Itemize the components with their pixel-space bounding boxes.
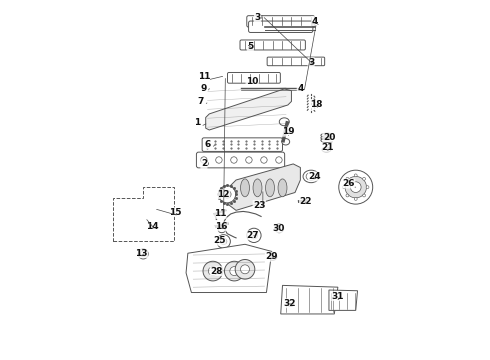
- Ellipse shape: [282, 139, 290, 145]
- Ellipse shape: [253, 179, 262, 197]
- Text: 31: 31: [332, 292, 344, 301]
- FancyBboxPatch shape: [240, 40, 305, 50]
- Ellipse shape: [270, 255, 275, 258]
- Ellipse shape: [218, 227, 225, 233]
- Ellipse shape: [241, 179, 249, 197]
- Ellipse shape: [261, 157, 267, 163]
- Ellipse shape: [346, 177, 349, 180]
- Text: 5: 5: [247, 41, 253, 50]
- Text: 3: 3: [308, 58, 314, 67]
- Text: 23: 23: [253, 201, 266, 210]
- Polygon shape: [229, 164, 300, 210]
- Text: 25: 25: [214, 236, 226, 245]
- Ellipse shape: [345, 176, 367, 198]
- FancyBboxPatch shape: [227, 72, 280, 83]
- Ellipse shape: [366, 186, 369, 189]
- Text: 19: 19: [282, 127, 294, 136]
- Text: 27: 27: [246, 231, 258, 240]
- Polygon shape: [138, 194, 163, 221]
- Text: 7: 7: [197, 97, 203, 106]
- Ellipse shape: [241, 265, 249, 274]
- Polygon shape: [206, 89, 292, 130]
- Ellipse shape: [322, 147, 331, 152]
- Ellipse shape: [219, 186, 236, 203]
- Text: 13: 13: [135, 249, 147, 258]
- FancyBboxPatch shape: [248, 21, 313, 32]
- Ellipse shape: [231, 157, 237, 163]
- Ellipse shape: [203, 261, 222, 281]
- Text: 28: 28: [210, 267, 222, 276]
- Ellipse shape: [217, 235, 230, 248]
- Ellipse shape: [224, 261, 244, 281]
- Ellipse shape: [220, 238, 227, 245]
- Text: 18: 18: [310, 100, 323, 109]
- Text: 15: 15: [169, 208, 182, 217]
- FancyBboxPatch shape: [247, 16, 315, 27]
- Ellipse shape: [306, 172, 316, 180]
- Polygon shape: [113, 187, 173, 241]
- Ellipse shape: [140, 251, 146, 257]
- Text: 26: 26: [343, 179, 355, 188]
- FancyBboxPatch shape: [202, 138, 283, 152]
- Polygon shape: [329, 290, 358, 310]
- Ellipse shape: [245, 157, 252, 163]
- Text: 21: 21: [321, 143, 333, 152]
- Ellipse shape: [266, 179, 274, 197]
- Text: 14: 14: [146, 222, 158, 231]
- Polygon shape: [186, 244, 272, 293]
- Text: 24: 24: [308, 172, 321, 181]
- Text: 3: 3: [254, 13, 261, 22]
- Ellipse shape: [354, 198, 357, 201]
- Polygon shape: [281, 285, 338, 314]
- Ellipse shape: [230, 267, 239, 275]
- Text: 6: 6: [204, 140, 211, 149]
- Text: 29: 29: [266, 252, 278, 261]
- FancyBboxPatch shape: [267, 57, 325, 66]
- Ellipse shape: [303, 170, 319, 183]
- Ellipse shape: [268, 253, 277, 260]
- Text: 30: 30: [273, 224, 285, 233]
- Text: 1: 1: [194, 118, 200, 127]
- Ellipse shape: [354, 174, 357, 177]
- Text: 4: 4: [312, 17, 318, 26]
- Ellipse shape: [350, 182, 361, 193]
- Ellipse shape: [343, 186, 345, 189]
- Ellipse shape: [216, 157, 222, 163]
- Polygon shape: [134, 191, 167, 225]
- Ellipse shape: [275, 224, 284, 233]
- Ellipse shape: [223, 190, 231, 198]
- Ellipse shape: [138, 249, 148, 259]
- Text: 12: 12: [218, 190, 230, 199]
- Text: 10: 10: [246, 77, 258, 86]
- Text: 11: 11: [197, 72, 210, 81]
- Text: 9: 9: [201, 84, 207, 93]
- FancyBboxPatch shape: [196, 152, 285, 168]
- Ellipse shape: [276, 157, 282, 163]
- Ellipse shape: [363, 194, 366, 197]
- Ellipse shape: [235, 260, 255, 279]
- Text: 32: 32: [283, 299, 296, 308]
- Ellipse shape: [346, 194, 349, 197]
- Ellipse shape: [247, 228, 261, 243]
- Ellipse shape: [288, 300, 294, 306]
- Ellipse shape: [339, 170, 373, 204]
- Ellipse shape: [278, 179, 287, 197]
- Ellipse shape: [279, 118, 289, 126]
- Ellipse shape: [250, 232, 258, 239]
- Text: 2: 2: [201, 159, 207, 168]
- Text: 20: 20: [323, 132, 335, 141]
- Ellipse shape: [201, 157, 207, 163]
- Text: 11: 11: [214, 210, 226, 219]
- Text: 22: 22: [299, 197, 312, 206]
- Ellipse shape: [208, 267, 218, 275]
- Text: 4: 4: [297, 84, 304, 93]
- Text: 16: 16: [216, 222, 228, 231]
- Ellipse shape: [363, 177, 366, 180]
